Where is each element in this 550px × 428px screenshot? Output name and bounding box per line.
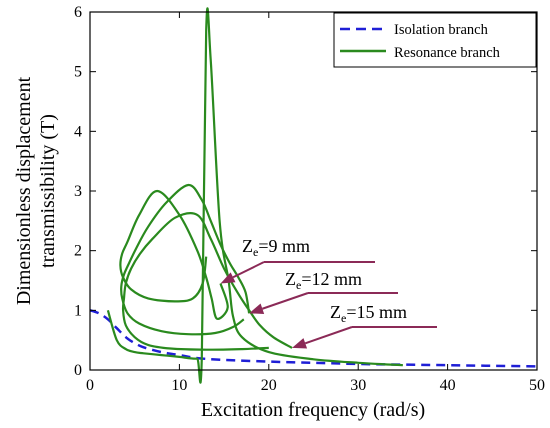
- resonance-branch-line-3: [120, 183, 251, 336]
- resonance-branch-line-2: [119, 189, 229, 320]
- legend-box: [333, 12, 537, 68]
- x-axis-title: Excitation frequency (rad/s): [201, 399, 425, 421]
- y-tick-label: 5: [74, 64, 82, 81]
- annotation-arrow-head: [220, 272, 236, 284]
- annotation-arrow-shaft: [304, 326, 353, 345]
- annotation-label: Ze=15 mm: [330, 302, 407, 325]
- isolation-branch-line: [89, 309, 538, 368]
- annotations: Ze=9 mm Ze=12 mm Ze=15 mm: [220, 236, 437, 349]
- annotation-label: Ze=12 mm: [285, 269, 362, 292]
- x-axis: 0 10 20 30 40 50: [86, 12, 545, 394]
- y-tick-label: 6: [74, 4, 82, 21]
- x-tick-label: 40: [440, 377, 456, 394]
- legend-label-isolation: Isolation branch: [394, 22, 489, 38]
- y-tick-label: 4: [74, 123, 82, 140]
- annotation-ze-1: Ze=12 mm: [249, 269, 398, 314]
- y-tick-label: 3: [74, 183, 82, 200]
- y-tick-label: 1: [74, 302, 82, 319]
- x-tick-label: 50: [529, 377, 545, 394]
- resonance-branch-line-1: [106, 7, 403, 384]
- annotation-arrow-shaft: [232, 261, 265, 279]
- x-tick-label: 30: [350, 377, 366, 394]
- annotation-arrow-shaft: [262, 292, 309, 310]
- y-axis-title-line2: transmissibility (T): [37, 114, 59, 268]
- legend: Isolation branch Resonance branch: [333, 12, 537, 68]
- x-tick-label: 20: [261, 377, 277, 394]
- x-tick-label: 0: [86, 377, 94, 394]
- series-lines: [89, 7, 538, 384]
- y-axis-title-line1: Dimensionless displacement: [13, 76, 35, 305]
- x-tick-label: 10: [171, 377, 187, 394]
- legend-label-resonance: Resonance branch: [394, 45, 501, 61]
- y-axis: 0 1 2 3 4 5 6: [74, 4, 537, 379]
- annotation-ze-2: Ze=15 mm: [292, 302, 437, 349]
- annotation-arrow-head: [249, 303, 265, 314]
- resonance-branch-line-4: [121, 212, 293, 351]
- y-tick-label: 2: [74, 243, 82, 260]
- annotation-arrow-head: [292, 338, 308, 349]
- annotation-ze-0: Ze=9 mm: [220, 236, 375, 284]
- y-tick-label: 0: [74, 362, 82, 379]
- annotation-label: Ze=9 mm: [242, 236, 310, 259]
